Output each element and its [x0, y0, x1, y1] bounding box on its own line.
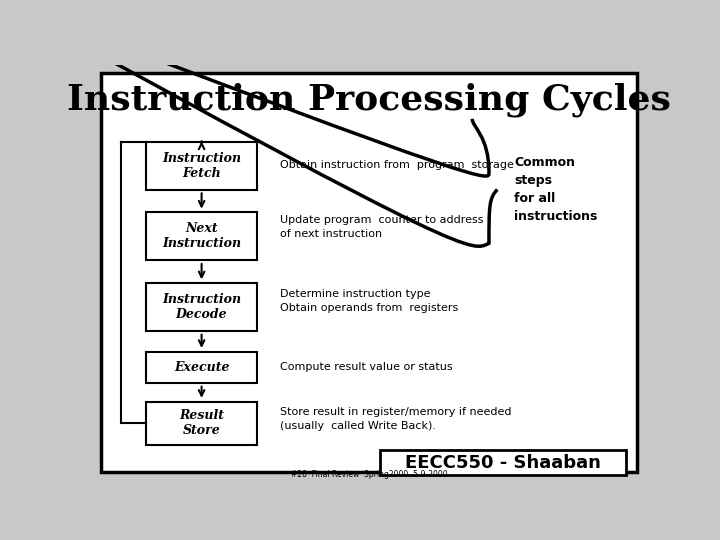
Text: Update program  counter to address
of next instruction: Update program counter to address of nex…	[280, 215, 483, 239]
FancyBboxPatch shape	[101, 73, 637, 472]
Text: #28  Final Review  Spring2000  5-9-2000: #28 Final Review Spring2000 5-9-2000	[291, 469, 447, 478]
Text: Result
Store: Result Store	[179, 409, 224, 437]
FancyBboxPatch shape	[145, 141, 258, 190]
FancyBboxPatch shape	[145, 352, 258, 383]
Text: Store result in register/memory if needed
(usually  called Write Back).: Store result in register/memory if neede…	[280, 408, 511, 431]
Text: EECC550 - Shaaban: EECC550 - Shaaban	[405, 454, 601, 472]
FancyBboxPatch shape	[145, 283, 258, 331]
Text: Common
steps
for all
instructions: Common steps for all instructions	[514, 156, 598, 223]
FancyBboxPatch shape	[380, 450, 626, 475]
FancyBboxPatch shape	[145, 402, 258, 446]
Text: Obtain instruction from  program  storage: Obtain instruction from program storage	[280, 160, 513, 171]
Text: Determine instruction type
Obtain operands from  registers: Determine instruction type Obtain operan…	[280, 289, 458, 313]
Text: Execute: Execute	[174, 361, 230, 374]
Text: Instruction Processing Cycles: Instruction Processing Cycles	[67, 83, 671, 117]
Text: Instruction
Decode: Instruction Decode	[162, 293, 241, 321]
Text: Compute result value or status: Compute result value or status	[280, 362, 452, 372]
FancyBboxPatch shape	[145, 212, 258, 260]
Text: Instruction
Fetch: Instruction Fetch	[162, 152, 241, 180]
Text: Next
Instruction: Next Instruction	[162, 222, 241, 251]
